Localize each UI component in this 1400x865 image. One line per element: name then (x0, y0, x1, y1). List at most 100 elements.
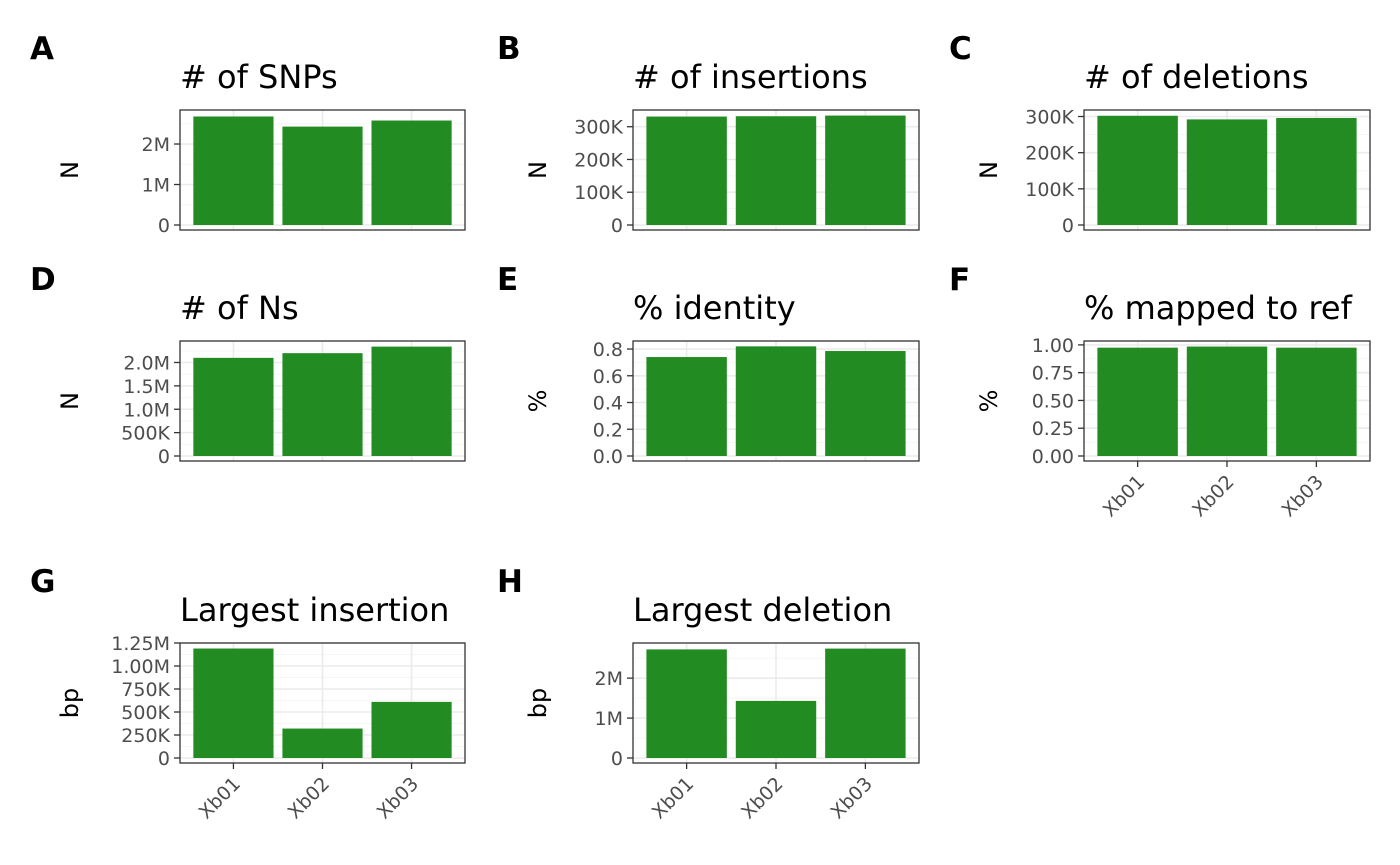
ytick-label-h: 2M (595, 668, 623, 690)
bar-f-xb02 (1186, 346, 1268, 456)
bar-g-xb03 (371, 701, 452, 758)
ytick-label-a: 2M (142, 134, 170, 156)
xtick-label-h: Xb01 (648, 773, 698, 823)
bar-h-xb03 (825, 648, 906, 758)
panel-tag-g: G (30, 564, 55, 600)
panel-border-b (632, 109, 920, 231)
bar-d-xb01 (193, 357, 274, 456)
bar-a-xb02 (282, 126, 363, 225)
xtick-label-h: Xb03 (827, 773, 877, 823)
panel-title-b: # of insertions (633, 58, 868, 96)
ylabel-f: % (975, 390, 1003, 413)
bar-f-xb03 (1276, 347, 1357, 456)
ytick-label-e: 0.4 (593, 393, 623, 415)
ytick-label-g: 750K (121, 679, 170, 701)
ytick-label-a: 1M (142, 175, 170, 197)
panel-b: B # of insertions 0 100K 200K 300K N (497, 31, 920, 237)
ytick-label-f: 0.00 (1032, 446, 1074, 468)
panel-tag-a: A (30, 31, 54, 67)
bar-e-xb03 (825, 351, 906, 456)
ytick-label-b: 200K (574, 149, 623, 171)
ytick-label-h: 0 (611, 748, 623, 770)
ytick-label-b: 100K (574, 182, 623, 204)
ytick-label-e: 0.8 (593, 339, 623, 361)
ytick-label-e: 0.2 (593, 419, 623, 441)
panel-c: C # of deletions 0 100K 200K 300K N (949, 31, 1371, 237)
bar-b-xb02 (735, 116, 817, 225)
ylabel-d: N (56, 392, 84, 410)
ytick-label-a: 0 (158, 215, 170, 237)
ytick-label-d: 500K (121, 423, 170, 445)
bar-b-xb03 (825, 115, 906, 225)
bar-e-xb02 (735, 346, 817, 456)
ytick-label-b: 300K (574, 117, 623, 139)
ytick-label-b: 0 (611, 215, 623, 237)
panel-border-e (632, 340, 920, 462)
panel-a: A # of SNPs 0 1M 2M N (30, 31, 466, 237)
ytick-label-d: 0 (158, 446, 170, 468)
ytick-label-g: 500K (121, 702, 170, 724)
ylabel-h: bp (524, 688, 552, 718)
xtick-label-g: Xb01 (195, 773, 245, 823)
panel-title-e: % identity (633, 289, 796, 327)
xtick-label-g: Xb03 (373, 773, 423, 823)
panel-tag-c: C (949, 31, 972, 67)
panel-tag-e: E (497, 262, 518, 298)
bar-h-xb01 (646, 649, 727, 758)
bar-g-xb01 (193, 648, 274, 758)
panel-border-a (179, 109, 466, 231)
panel-g: G Largest insertion 0250K500K750K1.00M1.25… (30, 564, 466, 823)
xtick-label-f: Xb01 (1099, 471, 1149, 521)
panel-title-d: # of Ns (180, 289, 299, 327)
ytick-label-f: 0.50 (1032, 390, 1074, 412)
ytick-label-d: 1.0M (123, 399, 170, 421)
panel-border-c (1083, 109, 1371, 231)
ytick-label-c: 200K (1025, 143, 1074, 165)
bar-c-xb02 (1186, 119, 1268, 225)
panel-e: E % identity 0.0 0.2 0.4 0.6 0.8% (497, 262, 920, 468)
panel-title-a: # of SNPs (180, 58, 338, 96)
bar-a-xb01 (193, 116, 274, 225)
ytick-label-h: 1M (595, 708, 623, 730)
panel-tag-h: H (497, 564, 523, 600)
panel-tag-d: D (30, 262, 56, 298)
bar-e-xb01 (646, 357, 727, 456)
bar-c-xb03 (1276, 117, 1357, 225)
xtick-label-f: Xb02 (1188, 471, 1238, 521)
panel-title-c: # of deletions (1084, 58, 1309, 96)
panel-h: H Largest deletion 0 1M 2M bp Xb01 Xb02 Xb03 (497, 564, 920, 823)
ytick-label-g: 0 (158, 748, 170, 770)
panel-tag-f: F (949, 262, 970, 298)
panel-title-f: % mapped to ref (1084, 289, 1353, 327)
ytick-label-e: 0.6 (593, 366, 623, 388)
ylabel-e: % (524, 390, 552, 413)
panel-f: F % mapped to ref 0.00 0.25 0.50 0.75 1.00% Xb0… (949, 262, 1371, 521)
bar-g-xb02 (282, 728, 363, 758)
bar-b-xb01 (646, 116, 727, 225)
ylabel-g: bp (56, 688, 84, 718)
ytick-label-g: 1.25M (111, 633, 170, 655)
xtick-label-g: Xb02 (284, 773, 334, 823)
panel-border-d (179, 340, 466, 462)
bar-h-xb02 (735, 700, 817, 758)
ylabel-b: N (524, 161, 552, 179)
bar-c-xb01 (1097, 115, 1178, 225)
ytick-label-f: 0.75 (1032, 363, 1074, 385)
xtick-label-h: Xb02 (737, 773, 787, 823)
bar-d-xb03 (371, 346, 452, 456)
bar-f-xb01 (1097, 347, 1178, 456)
ytick-label-d: 1.5M (123, 376, 170, 398)
bar-d-xb02 (282, 353, 363, 456)
bar-a-xb03 (371, 120, 452, 225)
ytick-label-g: 250K (121, 725, 170, 747)
xtick-label-f: Xb03 (1278, 471, 1328, 521)
ylabel-a: N (56, 161, 84, 179)
ytick-label-c: 100K (1025, 179, 1074, 201)
ytick-label-f: 0.25 (1032, 418, 1074, 440)
ytick-label-g: 1.00M (111, 656, 170, 678)
ylabel-c: N (975, 161, 1003, 179)
panel-title-h: Largest deletion (633, 591, 892, 629)
ytick-label-f: 1.00 (1032, 335, 1074, 357)
